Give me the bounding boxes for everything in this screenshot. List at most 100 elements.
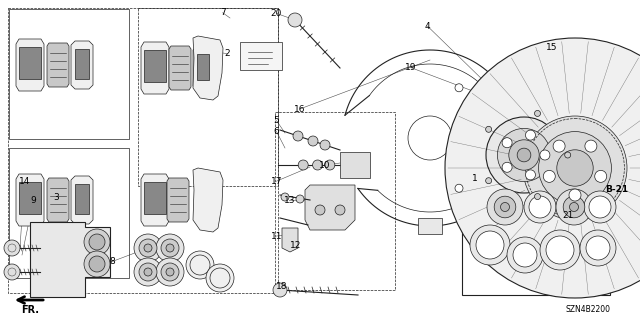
Circle shape (524, 191, 556, 223)
Bar (138, 8, 278, 186)
Circle shape (563, 196, 585, 218)
Circle shape (513, 105, 523, 115)
Polygon shape (305, 185, 355, 230)
Polygon shape (167, 178, 189, 222)
Polygon shape (193, 36, 223, 100)
Polygon shape (47, 178, 69, 222)
Bar (75, 184, 89, 214)
Polygon shape (282, 228, 298, 252)
Text: 6: 6 (274, 127, 279, 136)
Circle shape (476, 231, 504, 259)
Polygon shape (16, 39, 44, 91)
Bar (418, 218, 442, 234)
Text: 11: 11 (271, 232, 282, 241)
Text: 9: 9 (31, 197, 36, 205)
Polygon shape (30, 222, 110, 297)
Circle shape (486, 117, 562, 193)
Circle shape (525, 170, 536, 180)
Bar (340, 152, 370, 178)
Bar (240, 42, 282, 70)
Bar (462, 177, 610, 295)
Bar (144, 182, 166, 214)
Circle shape (161, 263, 179, 281)
Circle shape (470, 225, 510, 265)
Text: 19: 19 (405, 63, 417, 72)
Bar (9, 9, 129, 139)
Circle shape (89, 234, 105, 250)
Circle shape (139, 263, 157, 281)
Circle shape (315, 205, 325, 215)
Text: 14: 14 (19, 177, 30, 186)
Circle shape (139, 239, 157, 257)
Circle shape (273, 283, 287, 297)
Bar (19, 182, 41, 214)
Circle shape (595, 170, 607, 182)
Text: FR.: FR. (21, 305, 39, 315)
Circle shape (455, 84, 463, 92)
Circle shape (500, 203, 509, 211)
Circle shape (288, 13, 302, 27)
Text: 2: 2 (225, 49, 230, 58)
Text: 13: 13 (284, 196, 295, 205)
Circle shape (569, 189, 581, 201)
Circle shape (534, 110, 541, 116)
Circle shape (166, 244, 174, 252)
Polygon shape (47, 43, 69, 87)
Circle shape (308, 136, 318, 146)
Text: 5: 5 (274, 116, 279, 125)
Circle shape (166, 268, 174, 276)
Circle shape (320, 140, 330, 150)
Circle shape (134, 234, 162, 262)
Circle shape (487, 189, 523, 225)
Text: 4: 4 (425, 22, 430, 31)
Text: B-21: B-21 (605, 186, 628, 195)
Text: 12: 12 (290, 241, 301, 250)
Circle shape (540, 150, 550, 160)
Circle shape (156, 258, 184, 286)
Bar (472, 232, 494, 244)
Circle shape (293, 131, 303, 141)
Text: 17: 17 (271, 177, 282, 186)
Text: SZN4B2200: SZN4B2200 (566, 306, 611, 315)
Circle shape (161, 239, 179, 257)
Text: 10: 10 (319, 161, 331, 170)
Circle shape (281, 193, 289, 201)
Circle shape (586, 236, 610, 260)
Circle shape (494, 196, 516, 218)
Text: 7: 7 (220, 8, 225, 17)
Circle shape (312, 160, 323, 170)
Circle shape (589, 196, 611, 218)
Text: 16: 16 (294, 105, 305, 114)
Circle shape (543, 170, 556, 182)
Circle shape (144, 268, 152, 276)
Circle shape (144, 244, 152, 252)
Text: 20: 20 (271, 9, 282, 18)
Circle shape (89, 256, 105, 272)
Text: 8: 8 (109, 257, 115, 266)
Circle shape (134, 258, 162, 286)
Circle shape (507, 237, 543, 273)
Circle shape (502, 162, 512, 172)
Polygon shape (71, 176, 93, 224)
Circle shape (325, 160, 335, 170)
Bar (596, 148, 638, 202)
Circle shape (557, 150, 593, 186)
Circle shape (525, 130, 536, 140)
Text: 15: 15 (546, 43, 557, 52)
Circle shape (486, 126, 492, 132)
Circle shape (509, 140, 540, 170)
Bar (144, 50, 166, 82)
Circle shape (502, 138, 512, 148)
Circle shape (296, 195, 304, 203)
Polygon shape (16, 174, 44, 226)
Bar (9, 148, 129, 278)
Polygon shape (141, 174, 169, 226)
Circle shape (585, 140, 597, 152)
Circle shape (455, 184, 463, 192)
Circle shape (335, 205, 345, 215)
Circle shape (539, 132, 611, 204)
Circle shape (517, 148, 531, 162)
Circle shape (486, 178, 492, 184)
Bar (19, 47, 41, 79)
Circle shape (584, 191, 616, 223)
